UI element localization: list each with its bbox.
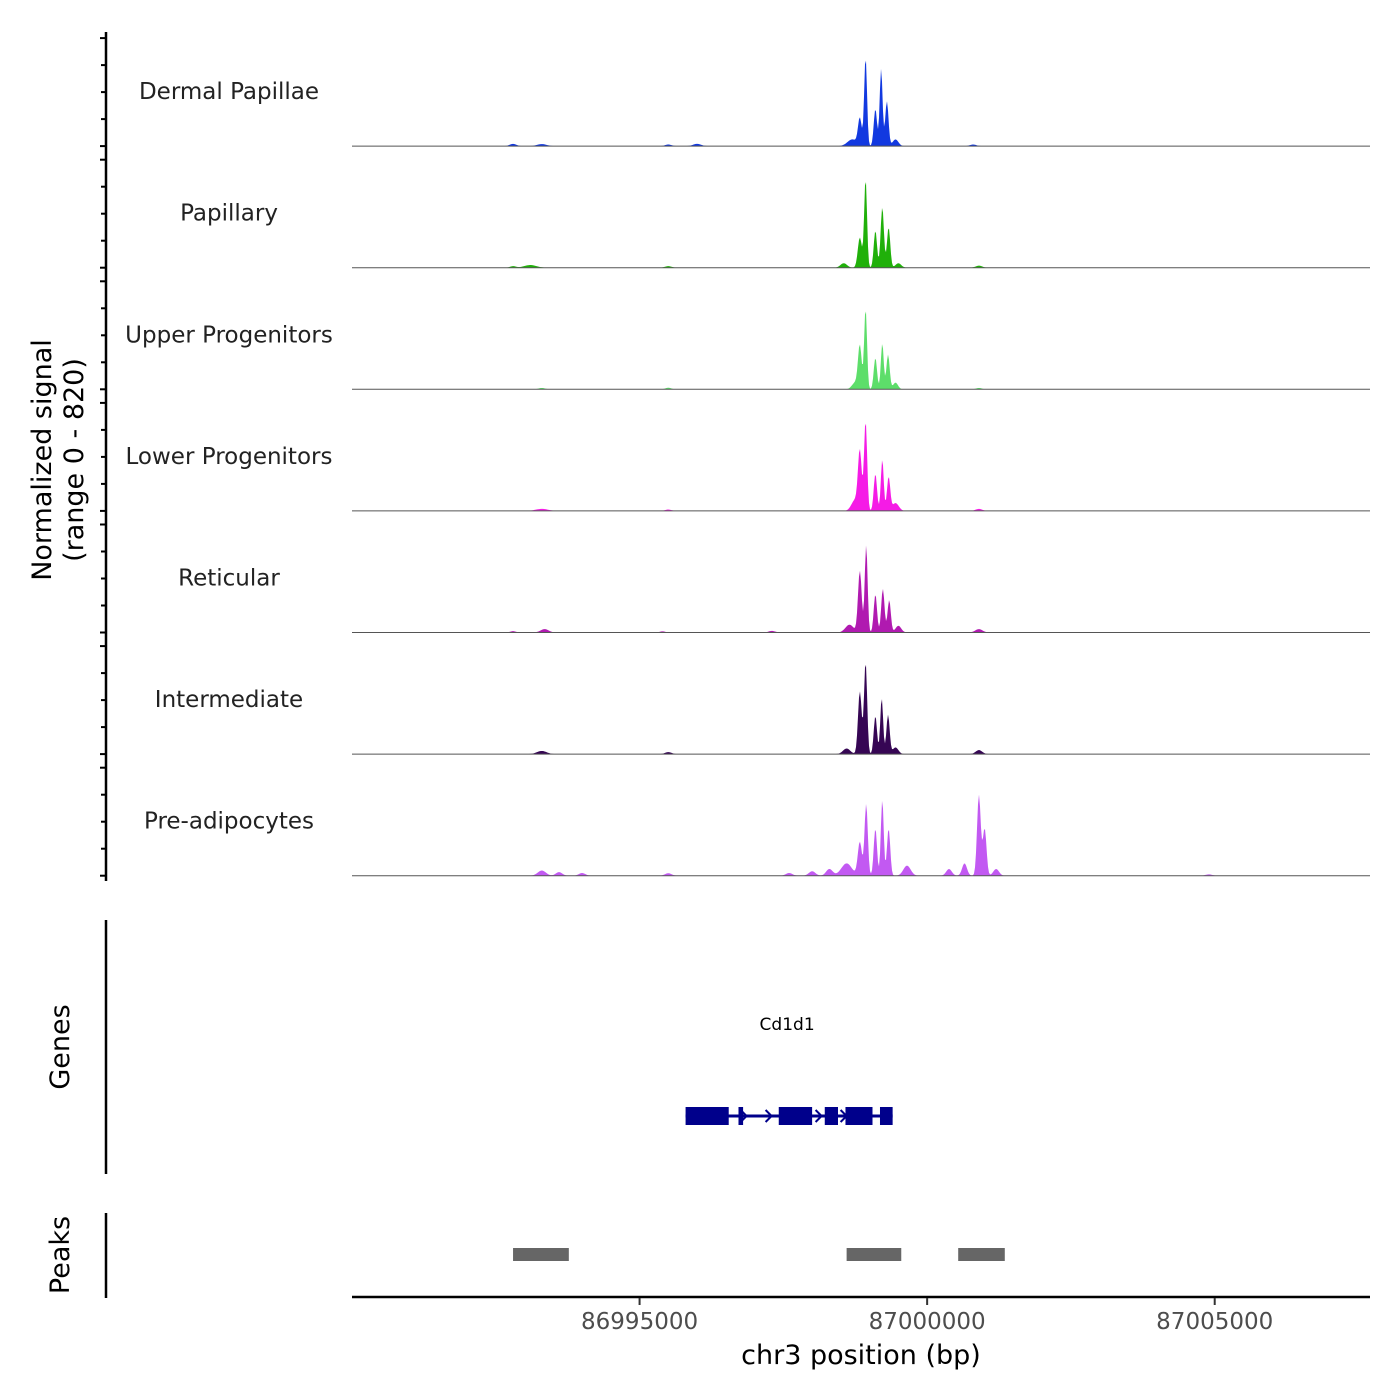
track-dermal-papillae: Dermal Papillae	[139, 60, 1370, 147]
y-axis-title-line1: Normalized signal	[27, 339, 58, 581]
x-axis-title: chr3 position (bp)	[741, 1340, 981, 1371]
strand-arrow	[714, 1109, 723, 1123]
peak-bar	[958, 1248, 1005, 1261]
track-papillary: Papillary	[180, 182, 1370, 269]
signal-area	[352, 60, 1370, 147]
track-upper-progenitors: Upper Progenitors	[125, 311, 1370, 390]
signal-area	[352, 664, 1370, 755]
peak-track	[513, 1248, 1005, 1261]
signal-area	[352, 182, 1370, 268]
track-label: Lower Progenitors	[126, 444, 333, 470]
strand-arrow	[764, 1109, 773, 1123]
track-pre-adipocytes: Pre-adipocytes	[144, 794, 1370, 877]
signal-area	[352, 794, 1370, 876]
strand-arrow	[789, 1109, 798, 1123]
track-lower-progenitors: Lower Progenitors	[126, 423, 1370, 512]
strand-arrow	[739, 1109, 748, 1123]
track-reticular: Reticular	[178, 545, 1370, 633]
peak-bar	[846, 1248, 902, 1261]
coverage-tracks: Dermal Papillae Papillary Upper Progenitor…	[125, 60, 1370, 877]
gene-track: Cd1d1	[685, 1015, 893, 1125]
peak-bar	[513, 1248, 569, 1261]
track-label: Reticular	[178, 566, 280, 592]
x-tick-label: 87005000	[1156, 1309, 1273, 1335]
signal-area	[352, 311, 1370, 390]
track-label: Upper Progenitors	[125, 322, 333, 348]
gene-exon	[738, 1107, 744, 1125]
strand-arrow	[839, 1109, 848, 1123]
strand-arrow	[864, 1109, 873, 1123]
gene-exon	[879, 1107, 893, 1125]
x-tick-label: 87000000	[869, 1309, 986, 1335]
track-label: Intermediate	[155, 687, 303, 713]
gene-cd1d1: Cd1d1	[685, 1015, 893, 1125]
track-label: Papillary	[180, 201, 278, 227]
gene-name-label: Cd1d1	[760, 1015, 815, 1035]
signal-y-axis	[100, 32, 108, 881]
peaks-track-label: Peaks	[45, 1216, 76, 1294]
genes-track-label: Genes	[45, 1004, 76, 1089]
track-intermediate: Intermediate	[155, 664, 1370, 755]
strand-arrow	[814, 1109, 823, 1123]
x-axis-ticks: 86995000 87000000 87005000	[581, 1298, 1273, 1335]
gene-exon	[824, 1107, 838, 1125]
track-label: Pre-adipocytes	[144, 809, 314, 835]
signal-area	[352, 423, 1370, 511]
x-tick-label: 86995000	[581, 1309, 698, 1335]
track-label: Dermal Papillae	[139, 79, 319, 105]
gene-exon	[845, 1107, 873, 1125]
y-axis-title-line2: (range 0 - 820)	[59, 358, 90, 562]
signal-area	[352, 545, 1370, 633]
